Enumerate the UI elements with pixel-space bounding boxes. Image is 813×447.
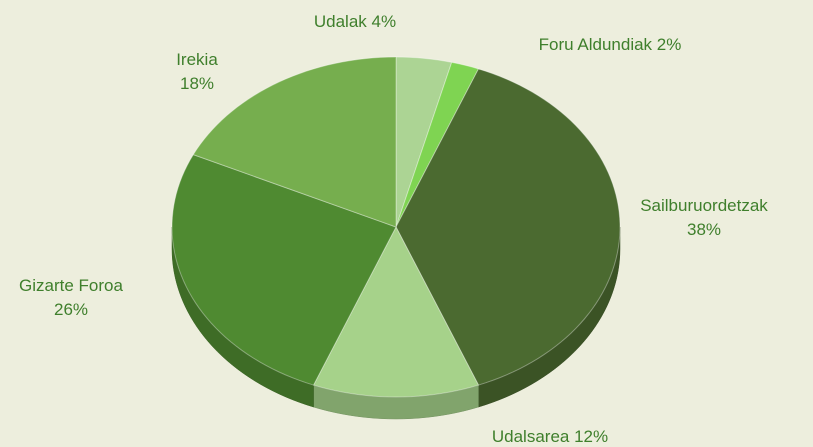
value-label: 2%: [657, 35, 682, 54]
category-label: Sailburuordetzak: [640, 196, 768, 215]
value-label: 18%: [180, 74, 214, 93]
slice-label: Sailburuordetzak 38%: [640, 196, 768, 239]
slice: [312, 225, 480, 398]
value-label: 38%: [687, 220, 721, 239]
slice-label: Udalak 4%: [314, 12, 396, 31]
slice-label: Gizarte Foroa 26%: [19, 276, 123, 319]
value-label: 26%: [54, 300, 88, 319]
slice: [192, 56, 397, 228]
slice: [395, 68, 621, 386]
category-label: Foru Aldundiak: [539, 35, 653, 54]
category-label: Irekia: [176, 50, 218, 69]
slice: [395, 61, 480, 228]
slice: [171, 154, 397, 386]
slice-side: [171, 226, 314, 408]
value-label: 4%: [372, 12, 397, 31]
category-label: Udalak: [314, 12, 367, 31]
slice-label: Irekia 18%: [176, 50, 218, 93]
value-label: 12%: [574, 427, 608, 446]
slice-label: Udalsarea 12%: [492, 427, 608, 446]
category-label: Gizarte Foroa: [19, 276, 123, 295]
category-label: Udalsarea: [492, 427, 570, 446]
slice: [395, 56, 453, 228]
slice-label: Foru Aldundiak 2%: [539, 35, 682, 54]
